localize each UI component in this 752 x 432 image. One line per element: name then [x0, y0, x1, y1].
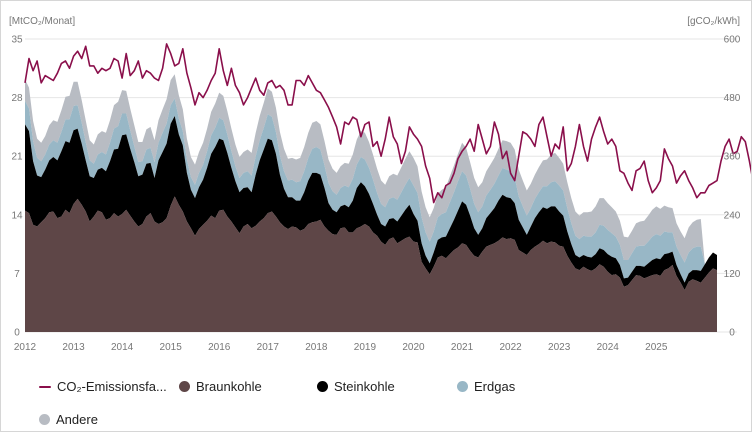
legend-item-braunkohle[interactable]: Braunkohle — [179, 379, 262, 394]
legend-item-co2-emissionsfaktor[interactable]: CO₂-Emissionsfa... — [39, 379, 167, 394]
legend-braunkohle-swatch — [179, 381, 190, 392]
legend-andere-label: Andere — [56, 412, 98, 427]
x-tick-label: 2018 — [305, 342, 328, 353]
legend-item-steinkohle[interactable]: Steinkohle — [317, 379, 395, 394]
legend-item-erdgas[interactable]: Erdgas — [457, 379, 515, 394]
emission-factor-line — [24, 43, 751, 204]
legend-braunkohle-label: Braunkohle — [196, 379, 262, 394]
y-right-unit-label: [gCO₂/kWh] — [687, 16, 740, 27]
x-tick-label: 2019 — [354, 342, 377, 353]
y-right-tick-label: 480 — [724, 93, 741, 104]
x-tick-label: 2021 — [451, 342, 474, 353]
x-tick-label: 2022 — [499, 342, 522, 353]
legend-steinkohle-label: Steinkohle — [334, 379, 395, 394]
x-tick-label: 2016 — [208, 342, 231, 353]
x-tick-label: 2013 — [62, 342, 85, 353]
y-left-tick-label: 35 — [11, 35, 23, 46]
legend-andere-swatch — [39, 414, 50, 425]
y-left-unit-label: [MtCO₂/Monat] — [9, 16, 75, 27]
legend-co2-line-swatch — [39, 385, 51, 388]
legend-erdgas-label: Erdgas — [474, 379, 516, 394]
legend-erdgas-swatch — [457, 381, 468, 392]
y-left-tick-label: 28 — [11, 93, 23, 104]
area-steinkohle — [25, 116, 717, 291]
area-braunkohle — [25, 196, 717, 332]
y-left-tick-label: 7 — [14, 269, 20, 280]
y-left-tick-label: 0 — [14, 328, 20, 339]
x-tick-label: 2012 — [14, 342, 37, 353]
area-andere — [25, 74, 717, 265]
y-right-tick-label: 360 — [724, 152, 741, 163]
y-left-tick-label: 14 — [11, 210, 23, 221]
stacked-areas — [25, 74, 717, 332]
y-left-tick-label: 21 — [11, 152, 23, 163]
y-right-tick-label: 240 — [724, 210, 741, 221]
y-right-tick-label: 600 — [724, 35, 741, 46]
area-erdgas — [25, 98, 717, 283]
legend-item-andere[interactable]: Andere — [39, 412, 98, 427]
chart-plot: [MtCO₂/Monat] [gCO₂/kWh] 35 28 21 14 7 0 600 480 3… — [9, 16, 751, 353]
axes: [MtCO₂/Monat] [gCO₂/kWh] 35 28 21 14 7 0 600 480 3… — [9, 16, 741, 353]
x-tick-label: 2017 — [257, 342, 280, 353]
legend-co2-label: CO₂-Emissionsfa... — [57, 379, 167, 394]
x-tick-label: 2020 — [402, 342, 425, 353]
x-tick-label: 2024 — [597, 342, 620, 353]
y-right-tick-label: 0 — [729, 328, 735, 339]
y-right-tick-label: 120 — [724, 269, 741, 280]
line-co2-emissionsfaktor — [24, 43, 751, 204]
x-tick-label: 2023 — [548, 342, 571, 353]
legend-steinkohle-swatch — [317, 381, 328, 392]
x-tick-label: 2015 — [160, 342, 183, 353]
x-tick-label: 2025 — [645, 342, 668, 353]
x-tick-label: 2014 — [111, 342, 134, 353]
